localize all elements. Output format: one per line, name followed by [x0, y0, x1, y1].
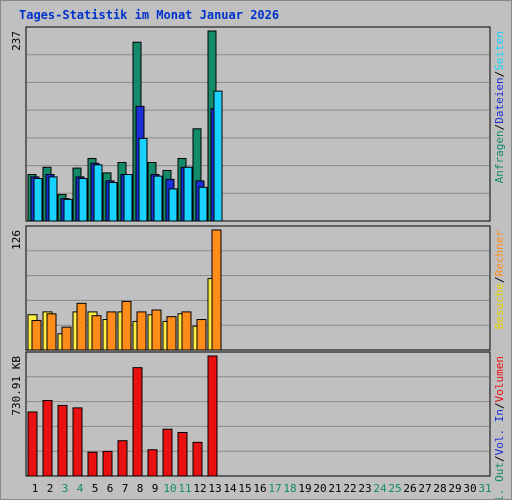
- bar-volume-volumen-day-8: [132, 367, 143, 477]
- panel-visits: 126 Besuche/Rechner: [10, 225, 506, 351]
- legend-item: Volumen: [493, 356, 506, 402]
- bar-volume-volumen-day-7: [117, 440, 128, 477]
- day-label-11: 11: [178, 482, 191, 495]
- bar-visits-rechner-day-11: [181, 311, 192, 351]
- bar-requests-seiten-day-9: [153, 175, 163, 222]
- bar-volume-volumen-day-5: [87, 451, 98, 477]
- legend-item: /: [493, 124, 506, 131]
- bar-volume-volumen-day-12: [192, 441, 203, 477]
- bar-requests-seiten-day-1: [33, 178, 43, 222]
- bar-visits-rechner-day-4: [76, 302, 87, 351]
- day-label-21: 21: [328, 482, 341, 495]
- panel-visits-legend: Besuche/Rechner: [493, 230, 506, 330]
- legend-item: Anfragen: [493, 130, 506, 183]
- day-label-29: 29: [448, 482, 461, 495]
- bar-visits-rechner-day-6: [106, 311, 117, 351]
- panel-volume-legend: Vol. Out/Vol. In/Volumen: [493, 356, 506, 499]
- day-label-25: 25: [388, 482, 401, 495]
- legend-item: /: [493, 71, 506, 78]
- day-label-22: 22: [343, 482, 356, 495]
- bar-visits-rechner-day-8: [136, 311, 147, 351]
- day-label-31: 31: [478, 482, 491, 495]
- bar-visits-rechner-day-2: [46, 313, 57, 351]
- bar-requests-seiten-day-3: [63, 198, 73, 222]
- bar-requests-seiten-day-5: [93, 164, 103, 222]
- legend-item: Seiten: [493, 31, 506, 71]
- day-label-17: 17: [268, 482, 281, 495]
- day-label-4: 4: [77, 482, 84, 495]
- bar-volume-volumen-day-3: [57, 404, 68, 477]
- chart-title: Tages-Statistik im Monat Januar 2026: [19, 8, 279, 22]
- day-label-27: 27: [418, 482, 431, 495]
- legend-item: Dateien: [493, 77, 506, 123]
- day-label-5: 5: [92, 482, 99, 495]
- bar-volume-volumen-day-6: [102, 450, 113, 477]
- day-label-18: 18: [283, 482, 296, 495]
- day-label-23: 23: [358, 482, 371, 495]
- bar-visits-rechner-day-3: [61, 326, 72, 351]
- day-axis: 1 2 3 4 5 6 7 8 9 10 11 12 13 14 15 16 17 18 19 20 21 22 23 24 2…: [32, 482, 492, 495]
- legend-item: /: [493, 402, 506, 409]
- bar-requests-seiten-day-10: [168, 188, 178, 222]
- day-label-3: 3: [62, 482, 69, 495]
- bar-requests-seiten-day-12: [198, 186, 208, 222]
- day-label-12: 12: [193, 482, 206, 495]
- bar-requests-seiten-day-2: [48, 176, 58, 222]
- bar-requests-seiten-day-11: [183, 166, 193, 222]
- bar-requests-seiten-day-6: [108, 182, 118, 222]
- panel-visits-bars: [27, 229, 222, 351]
- legend-item: Besuche: [493, 283, 506, 329]
- day-label-26: 26: [403, 482, 416, 495]
- bar-requests-seiten-day-7: [123, 174, 133, 222]
- bar-volume-volumen-day-1: [27, 411, 38, 477]
- day-label-20: 20: [313, 482, 326, 495]
- day-label-9: 9: [152, 482, 159, 495]
- day-label-8: 8: [137, 482, 144, 495]
- day-label-15: 15: [238, 482, 251, 495]
- legend-item: Vol. Out: [493, 462, 506, 499]
- legend-item: /: [493, 455, 506, 462]
- panel-requests-bars: [27, 30, 223, 222]
- legend-item: /: [493, 276, 506, 283]
- day-label-16: 16: [253, 482, 266, 495]
- bar-volume-volumen-day-9: [147, 449, 158, 477]
- legend-item: Vol. In: [493, 409, 506, 455]
- bar-requests-seiten-day-4: [78, 178, 88, 222]
- bar-visits-rechner-day-7: [121, 300, 132, 351]
- panel-volume-max-label: 730.91 KB: [10, 356, 23, 416]
- day-label-7: 7: [122, 482, 129, 495]
- bar-visits-rechner-day-12: [196, 319, 207, 351]
- panel-requests-legend: Anfragen/Dateien/Seiten: [493, 31, 506, 183]
- panel-requests-max-label: 237: [10, 31, 23, 51]
- day-label-10: 10: [163, 482, 176, 495]
- bar-visits-rechner-day-9: [151, 309, 162, 351]
- panel-visits-max-label: 126: [10, 230, 23, 250]
- day-label-14: 14: [223, 482, 237, 495]
- day-label-13: 13: [208, 482, 221, 495]
- bar-visits-rechner-day-13: [211, 229, 222, 351]
- day-label-28: 28: [433, 482, 446, 495]
- bar-volume-volumen-day-2: [42, 399, 53, 477]
- panel-volume-bars: [27, 355, 218, 477]
- bar-visits-rechner-day-1: [31, 319, 42, 351]
- day-label-1: 1: [32, 482, 39, 495]
- day-label-30: 30: [463, 482, 476, 495]
- bar-volume-volumen-day-10: [162, 428, 173, 477]
- day-label-2: 2: [47, 482, 54, 495]
- bar-volume-volumen-day-11: [177, 431, 188, 477]
- bar-requests-seiten-day-8: [138, 137, 148, 222]
- bar-visits-rechner-day-10: [166, 316, 177, 351]
- bar-volume-volumen-day-4: [72, 407, 83, 477]
- day-label-24: 24: [373, 482, 387, 495]
- legend-item: Rechner: [493, 230, 506, 277]
- bar-volume-volumen-day-13: [207, 355, 218, 477]
- day-label-19: 19: [298, 482, 311, 495]
- bar-requests-seiten-day-13: [213, 90, 223, 222]
- day-label-6: 6: [107, 482, 114, 495]
- bar-visits-rechner-day-5: [91, 315, 102, 351]
